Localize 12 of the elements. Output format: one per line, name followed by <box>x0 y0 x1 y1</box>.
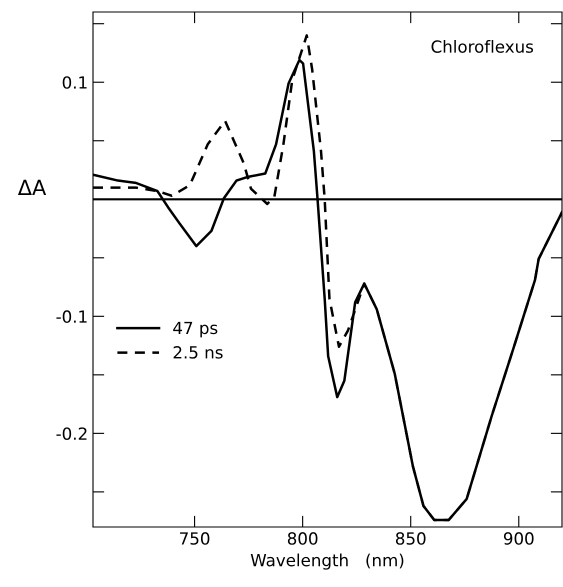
x-tick-label: 800 <box>288 532 318 545</box>
y-tick-label: -0.1 <box>56 310 87 323</box>
legend-label: 47 ps <box>173 322 218 338</box>
x-tick-label: 750 <box>180 532 210 545</box>
legend-label: 2.5 ns <box>174 346 223 359</box>
y-axis-title: ΔA <box>18 180 46 195</box>
x-axis-title: Wavelength (nm) <box>250 554 404 570</box>
annotation: Chloroflexus <box>432 40 534 53</box>
x-tick-label: 900 <box>504 532 534 545</box>
x-tick-label: 850 <box>396 532 426 545</box>
y-tick-label: 0.1 <box>62 76 87 89</box>
y-tick-label: -0.2 <box>56 427 86 440</box>
